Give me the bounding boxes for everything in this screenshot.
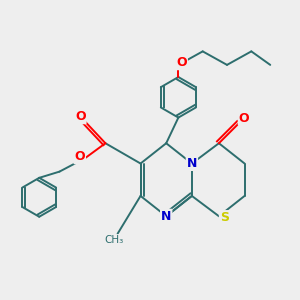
Text: N: N [161, 210, 171, 223]
Text: O: O [75, 110, 86, 123]
Text: O: O [74, 150, 85, 163]
Text: S: S [220, 211, 229, 224]
Text: N: N [187, 157, 197, 170]
Text: CH₃: CH₃ [104, 235, 123, 245]
Text: O: O [176, 56, 187, 69]
Text: O: O [239, 112, 249, 124]
